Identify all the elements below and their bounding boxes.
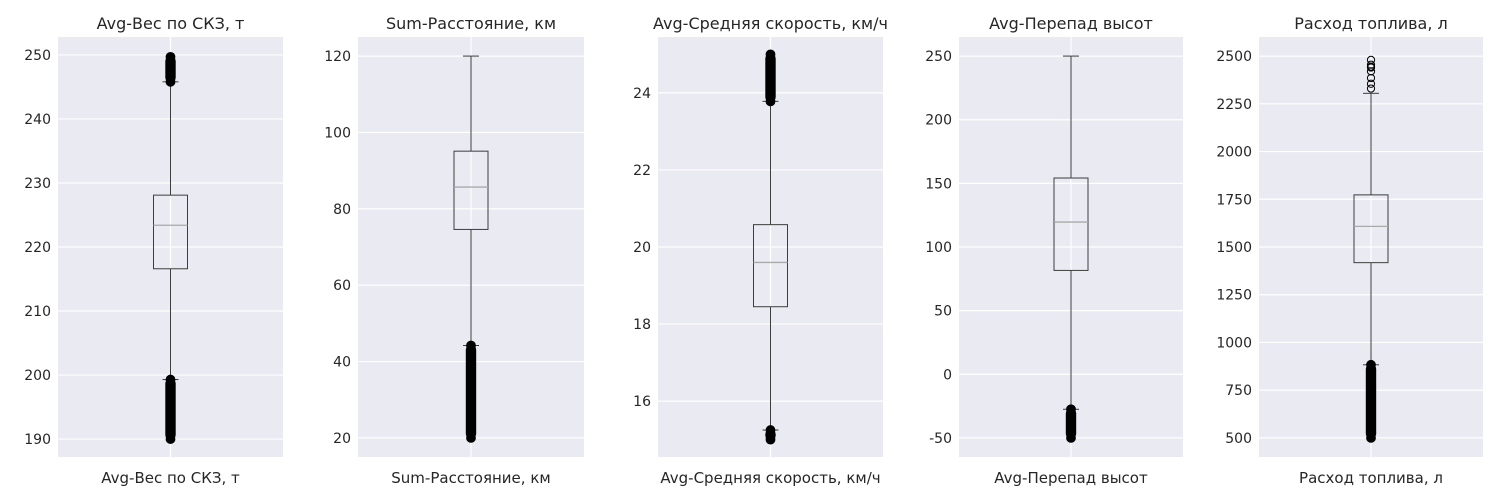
y-tick-label: 240 bbox=[24, 112, 51, 128]
y-tick-label: 16 bbox=[633, 394, 651, 410]
panel-title: Avg-Средняя скорость, км/ч bbox=[653, 14, 888, 33]
outlier-markers-high bbox=[765, 53, 776, 103]
y-tick-label: 250 bbox=[24, 48, 51, 64]
y-tick-label: 200 bbox=[925, 113, 952, 129]
x-category-label: Avg-Вес по СКЗ, т bbox=[101, 469, 240, 487]
y-tick-label: 250 bbox=[925, 49, 952, 65]
outlier-markers-low bbox=[765, 434, 776, 445]
y-tick-label: 500 bbox=[1225, 431, 1252, 447]
interquartile-box bbox=[153, 194, 188, 270]
y-tick-label: 120 bbox=[324, 49, 351, 65]
y-tick-label: 1250 bbox=[1216, 288, 1252, 304]
outlier-markers-high bbox=[1366, 55, 1376, 65]
interquartile-box bbox=[1353, 194, 1389, 264]
y-tick-label: 750 bbox=[1225, 383, 1252, 399]
y-tick-label: 200 bbox=[24, 368, 51, 384]
outlier-markers-high bbox=[165, 55, 176, 83]
y-tick-label: 80 bbox=[333, 202, 351, 218]
y-tick-label: 100 bbox=[324, 125, 351, 141]
y-tick-label: 1750 bbox=[1216, 192, 1252, 208]
interquartile-box bbox=[1053, 177, 1089, 271]
y-tick-label: 22 bbox=[633, 163, 651, 179]
outlier-markers-high bbox=[165, 51, 176, 62]
outlier-markers-high bbox=[1366, 79, 1376, 88]
y-tick-label: 2250 bbox=[1216, 97, 1252, 113]
outlier-markers-high bbox=[765, 96, 776, 107]
outlier-markers-low bbox=[466, 340, 476, 351]
y-tick-label: 100 bbox=[925, 240, 952, 256]
y-tick-label: 24 bbox=[633, 86, 651, 102]
outlier-markers-high bbox=[1366, 60, 1376, 69]
outlier-markers-high bbox=[1366, 73, 1376, 83]
outlier-markers-high bbox=[165, 76, 176, 87]
y-tick-label: 1500 bbox=[1216, 240, 1252, 256]
outlier-markers-low bbox=[165, 374, 176, 385]
y-tick-label: 190 bbox=[24, 432, 51, 448]
y-tick-label: 18 bbox=[633, 317, 651, 333]
y-tick-label: 210 bbox=[24, 304, 51, 320]
y-tick-label: 20 bbox=[333, 431, 351, 447]
x-category-label: Avg-Перепад высот bbox=[994, 469, 1148, 487]
outlier-markers-low bbox=[1365, 363, 1377, 439]
y-tick-label: 20 bbox=[633, 240, 651, 256]
boxplot-panel: 16 18 20 22 24 Avg-Средняя скорость, км/ч Avg-… bbox=[633, 14, 888, 487]
outlier-markers-low bbox=[465, 344, 477, 439]
outlier-markers-low bbox=[1366, 433, 1376, 443]
panel-title: Расход топлива, л bbox=[1294, 14, 1447, 33]
y-tick-label: 230 bbox=[24, 176, 51, 192]
interquartile-box bbox=[453, 150, 489, 230]
outlier-markers-low bbox=[165, 434, 176, 444]
x-category-label: Расход топлива, л bbox=[1299, 469, 1443, 487]
interquartile-box bbox=[753, 224, 788, 308]
outlier-markers-low bbox=[1065, 408, 1077, 439]
y-tick-label: 1000 bbox=[1216, 335, 1252, 351]
panel-title: Avg-Перепад высот bbox=[989, 14, 1153, 33]
panel-title: Sum-Расстояние, км bbox=[386, 14, 556, 33]
y-tick-label: 220 bbox=[24, 240, 51, 256]
y-tick-label: 150 bbox=[925, 176, 952, 192]
outlier-markers-high bbox=[1366, 67, 1376, 76]
boxplot-panel: -50 0 50 100 150 200 250 Avg-Перепад высот Avg-П… bbox=[925, 14, 1183, 487]
y-tick-label: -50 bbox=[929, 431, 952, 447]
outlier-markers-low bbox=[1066, 433, 1076, 443]
y-tick-label: 40 bbox=[333, 355, 351, 371]
outlier-markers-low bbox=[165, 378, 176, 441]
boxplot-panel: 500 750 1000 1250 1500 1750 2000 2250 2500 Расход… bbox=[1216, 14, 1483, 487]
outlier-markers-low bbox=[1366, 359, 1376, 370]
y-tick-label: 50 bbox=[934, 304, 952, 320]
y-tick-label: 2000 bbox=[1216, 145, 1252, 161]
outlier-markers-low bbox=[1066, 404, 1076, 415]
x-category-label: Sum-Расстояние, км bbox=[391, 469, 550, 487]
boxplot-panel: 190 200 210 220 230 240 250 Avg-Вес по СКЗ, т Av… bbox=[24, 14, 283, 487]
outlier-markers-high bbox=[765, 49, 776, 60]
boxplot-panel: 20 40 60 80 100 120 Sum-Расстояние, км Sum-Расс… bbox=[324, 14, 584, 487]
x-category-label: Avg-Средняя скорость, км/ч bbox=[660, 469, 880, 487]
y-tick-label: 0 bbox=[943, 367, 952, 383]
outlier-markers-high bbox=[1366, 84, 1376, 93]
outlier-markers-low bbox=[765, 425, 776, 435]
panel-title: Avg-Вес по СКЗ, т bbox=[97, 14, 245, 33]
y-tick-label: 2500 bbox=[1216, 49, 1252, 65]
y-tick-label: 60 bbox=[333, 278, 351, 294]
outlier-markers-low bbox=[466, 433, 476, 443]
